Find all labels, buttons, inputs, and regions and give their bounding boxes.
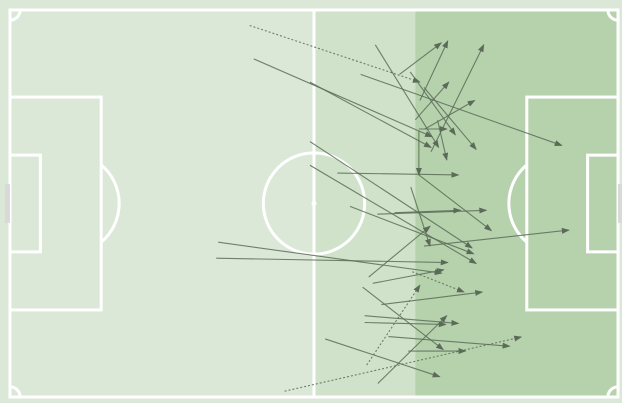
pass-arrow [374,44,440,149]
pass-arrow [372,268,445,284]
passes-layer [216,24,570,392]
pass-arrow [309,164,477,264]
pass-arrow [394,207,462,214]
pass-arrow [377,207,488,215]
corner-arc-bottom-left [9,385,22,398]
pass-arrow [324,338,441,378]
center-spot [311,201,317,206]
pass-arrow [309,81,432,148]
pass-arrow [399,42,442,75]
pass-arrow [437,120,449,161]
pass-arrow [418,174,493,232]
pass-arrow [419,40,449,101]
pass-arrow [377,315,448,384]
pass-arrow [423,87,477,151]
left-goal [5,184,10,223]
pass-arrow [423,227,570,247]
pass-arrow [216,257,449,266]
pass-arrow [381,289,484,306]
pass-arrow [409,71,456,136]
pass-arrow [414,81,450,121]
pass-arrow [349,205,475,255]
pass-arrow [218,241,443,276]
pass-arrow [253,58,433,138]
right-goal [618,184,622,223]
pass-arrow [430,43,485,152]
pass-arrow [360,73,563,146]
pass-arrow [368,225,431,278]
pass-arrow [249,24,421,83]
pass-arrow [284,335,523,392]
center-circle [261,151,367,256]
right-penalty-arc [507,163,528,244]
pitch-markings [5,8,622,399]
pass-arrow [424,99,476,130]
corner-arc-top-right [606,9,619,22]
final-third-zone [415,10,618,397]
pass-arrow [388,335,511,349]
pass-arrow [412,271,465,293]
pass-arrow [364,321,447,328]
pass-arrow [410,186,431,248]
pass-arrow [309,141,473,249]
corner-arc-top-left [9,9,22,22]
corner-arc-bottom-right [606,385,619,398]
left-penalty-arc [100,163,121,244]
